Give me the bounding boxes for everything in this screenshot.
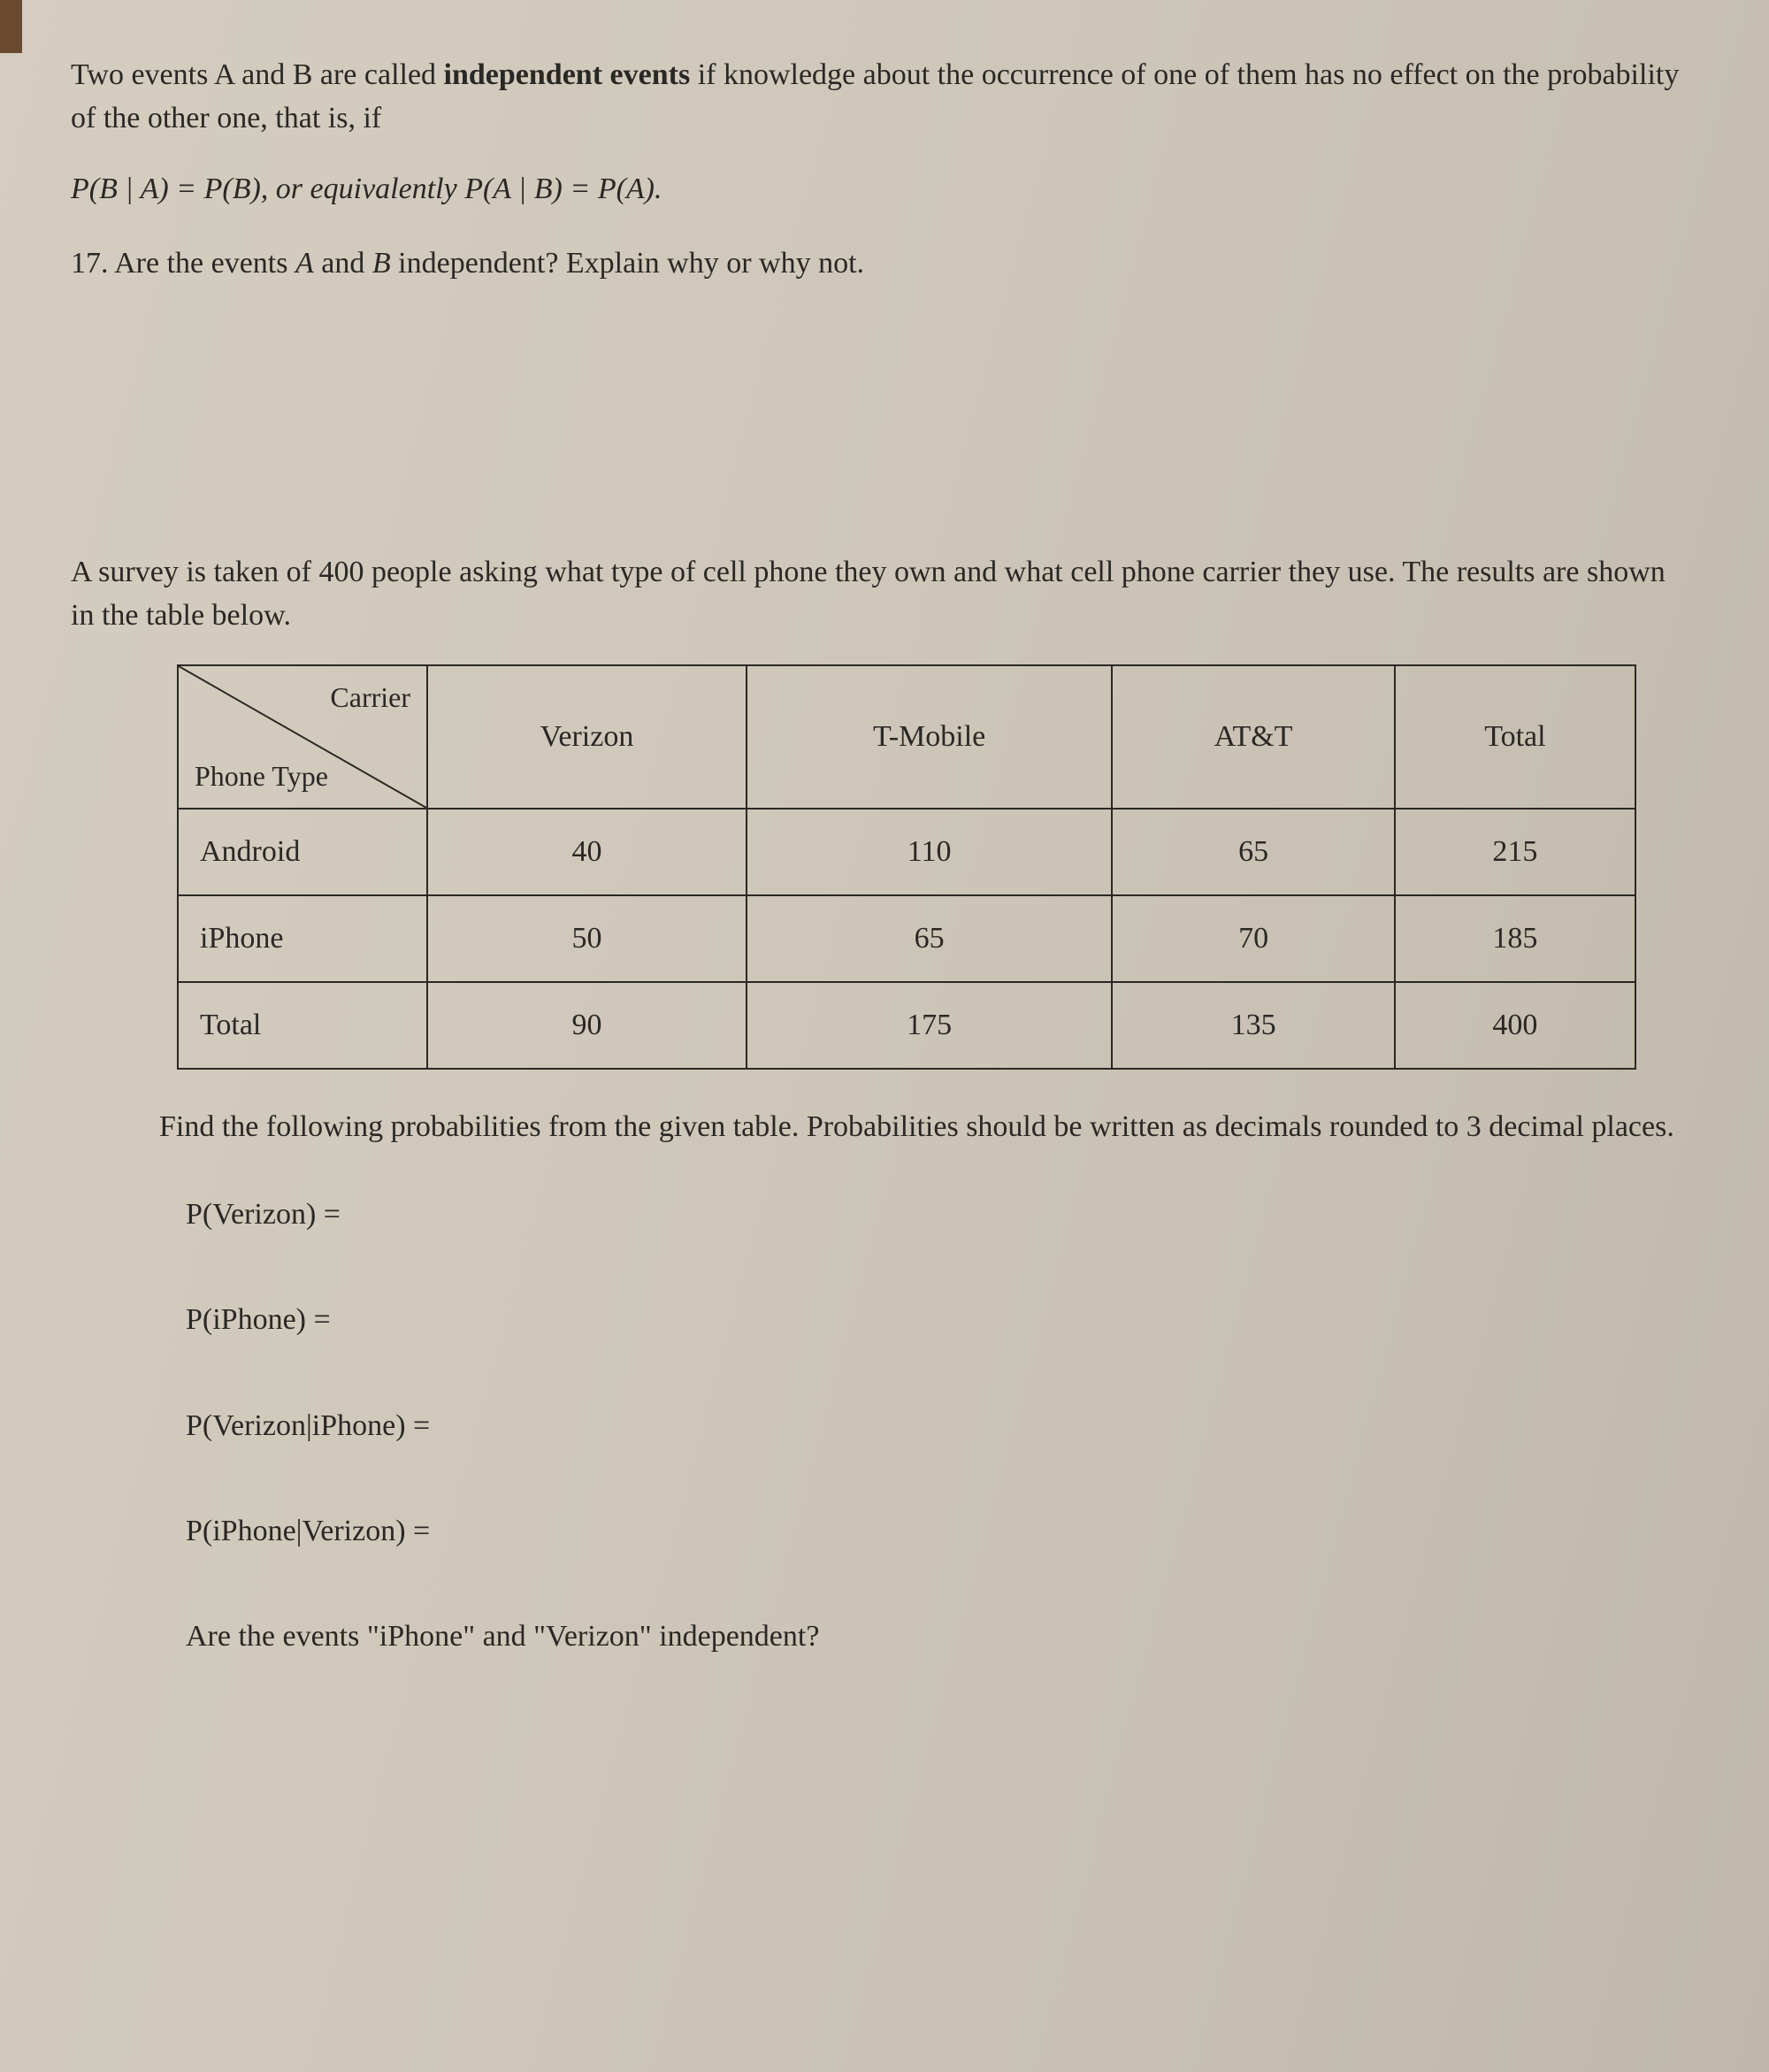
col-header: Verizon bbox=[427, 665, 747, 809]
row-label: Total bbox=[178, 982, 427, 1069]
cell: 40 bbox=[427, 809, 747, 895]
prob-line: P(Verizon) = bbox=[186, 1193, 1681, 1236]
cell: 65 bbox=[1112, 809, 1395, 895]
prob-line: P(iPhone|Verizon) = bbox=[186, 1509, 1681, 1553]
row-label: iPhone bbox=[178, 895, 427, 982]
prob-line: P(Verizon|iPhone) = bbox=[186, 1404, 1681, 1447]
table-row: iPhone 50 65 70 185 bbox=[178, 895, 1635, 982]
definition-paragraph: Two events A and B are called independen… bbox=[71, 53, 1681, 141]
instructions: Find the following probabilities from th… bbox=[159, 1105, 1681, 1148]
q17-number: 17. bbox=[71, 247, 109, 280]
final-question: Are the events "iPhone" and "Verizon" in… bbox=[186, 1615, 1681, 1658]
formula-line: P(B | A) = P(B), or equivalently P(A | B… bbox=[71, 167, 1681, 211]
formula-text: P(B | A) = P(B), or equivalently P(A | B… bbox=[71, 173, 662, 205]
row-label: Android bbox=[178, 809, 427, 895]
cell: 185 bbox=[1395, 895, 1635, 982]
prob-line: P(iPhone) = bbox=[186, 1298, 1681, 1341]
col-header: T-Mobile bbox=[747, 665, 1112, 809]
table-header-row: Carrier Phone Type Verizon T-Mobile AT&T… bbox=[178, 665, 1635, 809]
cell: 175 bbox=[747, 982, 1112, 1069]
worksheet-page: Two events A and B are called independen… bbox=[0, 0, 1769, 2072]
q17-text: Are the events A and B independent? Expl… bbox=[114, 247, 864, 280]
survey-intro: A survey is taken of 400 people asking w… bbox=[71, 550, 1681, 638]
cell: 135 bbox=[1112, 982, 1395, 1069]
cell: 400 bbox=[1395, 982, 1635, 1069]
cell: 50 bbox=[427, 895, 747, 982]
corner-cell: Carrier Phone Type bbox=[178, 665, 427, 809]
cell: 70 bbox=[1112, 895, 1395, 982]
cell: 110 bbox=[747, 809, 1112, 895]
cell: 215 bbox=[1395, 809, 1635, 895]
data-table: Carrier Phone Type Verizon T-Mobile AT&T… bbox=[177, 664, 1636, 1070]
question-17: 17. Are the events A and B independent? … bbox=[71, 242, 1681, 285]
cell: 90 bbox=[427, 982, 747, 1069]
cell: 65 bbox=[747, 895, 1112, 982]
table-row: Total 90 175 135 400 bbox=[178, 982, 1635, 1069]
def-text-a: Two events A and B are called bbox=[71, 58, 444, 91]
corner-top-label: Carrier bbox=[330, 677, 410, 718]
def-bold: independent events bbox=[444, 58, 691, 91]
corner-bottom-label: Phone Type bbox=[195, 756, 328, 796]
col-header: Total bbox=[1395, 665, 1635, 809]
col-header: AT&T bbox=[1112, 665, 1395, 809]
table-row: Android 40 110 65 215 bbox=[178, 809, 1635, 895]
